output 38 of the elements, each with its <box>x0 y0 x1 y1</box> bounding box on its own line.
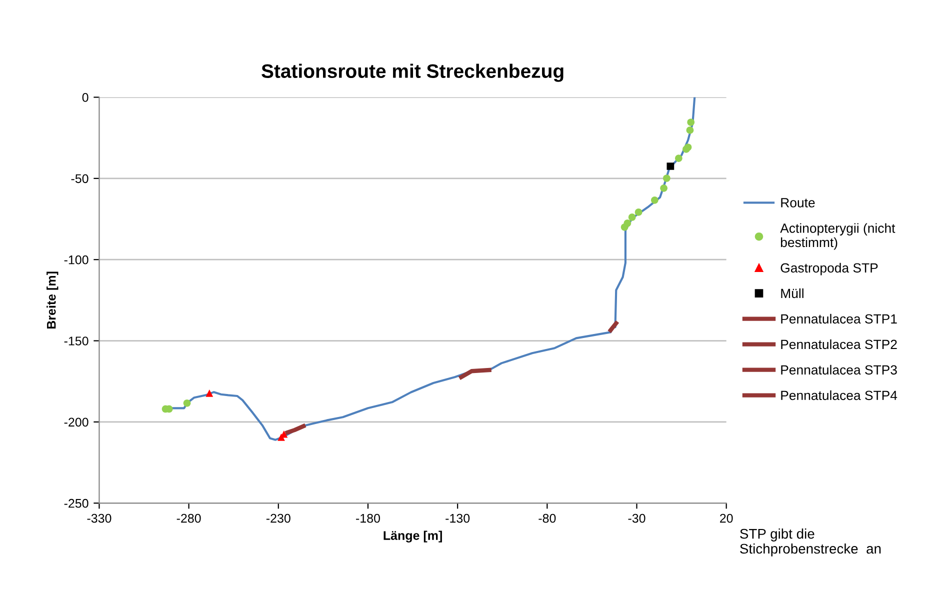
y-tick-label: -50 <box>71 174 88 184</box>
legend-label: Gastropoda STP <box>780 262 878 276</box>
text: STP gibt die Stichprobenstrecke an <box>740 528 881 556</box>
x-axis-title: Länge [m] <box>384 530 442 542</box>
y-tick-label: 0 <box>82 93 88 102</box>
point <box>660 184 668 192</box>
chart-title: Stationsroute mit Streckenbezug <box>262 64 564 82</box>
point <box>628 214 636 221</box>
point <box>666 162 674 170</box>
x-tick-label: -130 <box>446 514 470 523</box>
x-tick-label: -230 <box>266 514 290 523</box>
legend-label: Actinopterygii (nicht bestimmt) <box>780 223 896 250</box>
legend-label: Pennatulacea STP1 <box>781 314 897 324</box>
legend-label: Route <box>781 198 815 208</box>
legend-label: Pennatulacea STP3 <box>781 364 897 375</box>
point <box>650 196 658 204</box>
y-tick-label: -200 <box>64 418 88 427</box>
legend-label: Pennatulacea STP4 <box>781 390 898 400</box>
point <box>206 390 214 397</box>
point <box>183 399 191 407</box>
x-tick-label: -80 <box>538 514 556 523</box>
x-tick-label: -280 <box>176 514 201 523</box>
point <box>687 118 695 126</box>
legend-label: Müll <box>781 288 804 298</box>
y-axis-title: Breite [m] <box>46 272 58 329</box>
point <box>662 174 670 182</box>
x-tick-label: -180 <box>356 514 380 523</box>
y-tick-label: -250 <box>64 498 88 508</box>
point <box>686 126 694 134</box>
point <box>620 223 628 231</box>
point <box>634 208 642 216</box>
point <box>675 154 682 162</box>
legend-label: Pennatulacea STP2 <box>781 339 897 350</box>
y-tick-label: -100 <box>64 255 88 264</box>
x-tick-label: 20 <box>720 514 733 523</box>
x-tick-label: -30 <box>628 514 646 523</box>
x-tick-label: -330 <box>87 514 112 523</box>
y-tick-label: -150 <box>64 336 88 346</box>
